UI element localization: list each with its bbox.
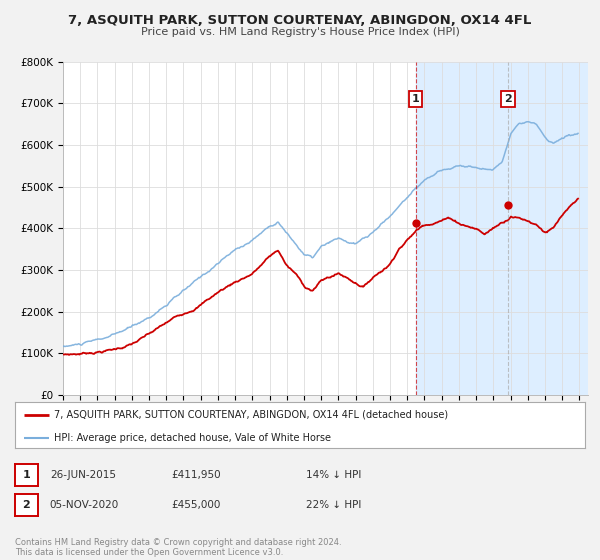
- Text: 22% ↓ HPI: 22% ↓ HPI: [306, 500, 361, 510]
- Text: Contains HM Land Registry data © Crown copyright and database right 2024.
This d: Contains HM Land Registry data © Crown c…: [15, 538, 341, 557]
- Text: 26-JUN-2015: 26-JUN-2015: [50, 470, 116, 480]
- Text: 2: 2: [504, 94, 512, 104]
- Text: 14% ↓ HPI: 14% ↓ HPI: [306, 470, 361, 480]
- Text: HPI: Average price, detached house, Vale of White Horse: HPI: Average price, detached house, Vale…: [54, 433, 331, 443]
- Text: £455,000: £455,000: [171, 500, 220, 510]
- Text: 05-NOV-2020: 05-NOV-2020: [50, 500, 119, 510]
- Text: 1: 1: [412, 94, 419, 104]
- Text: 1: 1: [23, 470, 30, 480]
- Text: 7, ASQUITH PARK, SUTTON COURTENAY, ABINGDON, OX14 4FL (detached house): 7, ASQUITH PARK, SUTTON COURTENAY, ABING…: [54, 410, 448, 420]
- Text: £411,950: £411,950: [171, 470, 221, 480]
- Text: 2: 2: [23, 500, 30, 510]
- Bar: [416, 62, 588, 395]
- Text: 7, ASQUITH PARK, SUTTON COURTENAY, ABINGDON, OX14 4FL: 7, ASQUITH PARK, SUTTON COURTENAY, ABING…: [68, 14, 532, 27]
- Text: Price paid vs. HM Land Registry's House Price Index (HPI): Price paid vs. HM Land Registry's House …: [140, 27, 460, 37]
